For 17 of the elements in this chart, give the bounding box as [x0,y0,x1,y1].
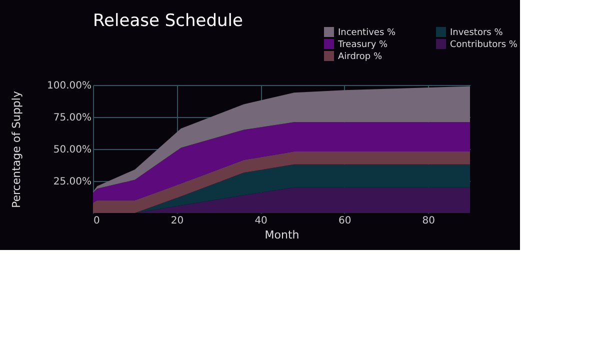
legend-label: Treasury % [337,40,388,50]
x-tick-label: 20 [170,216,184,226]
x-axis-title: Month [264,228,300,242]
legend-label: Airdrop % [338,52,382,62]
y-axis-title: Percentage of Supply [10,90,24,208]
legend-label: Investors % [450,28,504,38]
legend-label: Contributors % [450,40,518,50]
x-tick-label: 0 [94,216,100,226]
y-tick-label: 50.00% [53,144,92,156]
y-tick-label: 75.00% [53,112,92,124]
chart-title: Release Schedule [93,11,243,31]
y-tick-label: 100.00% [47,80,92,92]
y-tick-label: 25.00% [53,176,92,188]
x-tick-label: 80 [422,216,435,226]
x-tick-label: 40 [254,216,268,226]
x-tick-label: 60 [338,216,352,226]
legend-label: Incentives % [338,28,396,38]
